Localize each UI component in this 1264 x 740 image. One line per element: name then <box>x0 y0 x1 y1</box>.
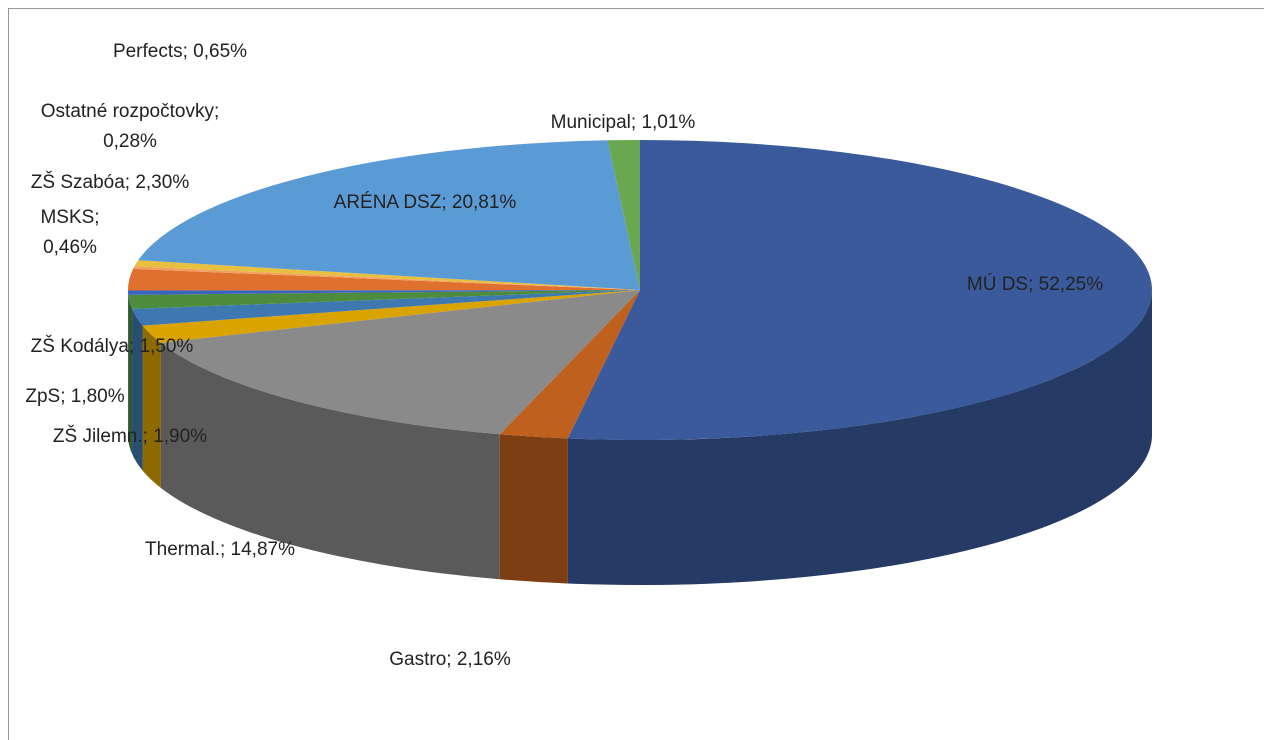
slice <box>607 140 640 290</box>
slice <box>128 290 640 309</box>
slice <box>133 266 640 290</box>
slice-side <box>142 325 161 488</box>
slice <box>134 260 640 290</box>
slice-side-shade <box>499 434 568 584</box>
slice-side <box>128 294 133 454</box>
data-label: Ostatné rozpočtovky; 0,28% <box>41 101 219 152</box>
pie-tops <box>128 140 1152 441</box>
data-label: ZŠ Kodálya; 1,50% <box>31 335 194 357</box>
slice <box>128 290 640 295</box>
slice-side <box>132 308 143 471</box>
pie-sides <box>128 290 1152 585</box>
slice-side-shade <box>160 342 500 580</box>
data-labels: MÚ DS; 52,25% Gastro; 2,16% Thermal.; 14,8… <box>25 41 1103 670</box>
data-label: Gastro; 2,16% <box>389 649 511 670</box>
data-label: ZpS; 1,80% <box>25 386 124 407</box>
slice-side-shade <box>128 294 133 454</box>
slice <box>128 268 641 291</box>
data-label: ARÉNA DSZ; 20,81% <box>334 192 517 213</box>
data-label: ZŠ Szabóa; 2,30% <box>31 171 190 193</box>
slice-side <box>567 290 1152 585</box>
slice-side-shade <box>132 308 143 471</box>
slice-side-shade <box>142 325 161 488</box>
slice <box>132 290 641 326</box>
data-label: Municipal; 1,01% <box>551 112 696 133</box>
data-label: ZŠ Jilemn.; 1,90% <box>53 425 207 447</box>
data-label: Thermal.; 14,87% <box>145 539 295 560</box>
slice-side <box>499 434 568 584</box>
slice-side-shade <box>567 290 1152 585</box>
slice-side <box>160 342 500 580</box>
slice <box>499 290 640 439</box>
slice <box>160 290 640 435</box>
slice <box>567 140 1152 441</box>
data-label: Perfects; 0,65% <box>113 41 247 62</box>
slice <box>138 140 640 290</box>
data-label: MÚ DS; 52,25% <box>967 273 1103 295</box>
slice <box>142 290 640 343</box>
data-label: MSKS; 0,46% <box>40 207 99 258</box>
